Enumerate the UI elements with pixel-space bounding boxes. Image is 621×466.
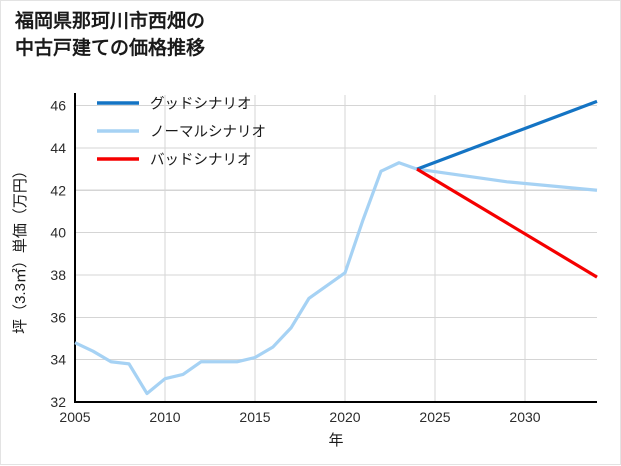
y-tick-label: 34 — [50, 352, 66, 368]
y-tick-label: 46 — [50, 98, 66, 114]
y-tick-label: 38 — [50, 267, 66, 283]
page-title: 福岡県那珂川市西畑の 中古戸建ての価格推移 — [15, 11, 206, 59]
y-tick-label: 44 — [50, 140, 66, 156]
x-tick-label: 2005 — [59, 409, 90, 425]
x-tick-label: 2020 — [329, 409, 360, 425]
y-tick-label: 42 — [50, 182, 66, 198]
legend-label-normal: ノーマルシナリオ — [150, 125, 266, 141]
y-tick-label: 40 — [50, 225, 66, 241]
y-axis-label: 坪（3.3㎡）単価（万円） — [12, 163, 29, 334]
legend-label-bad: バッドシナリオ — [150, 153, 252, 169]
x-tick-label: 2030 — [509, 409, 540, 425]
y-tick-label: 32 — [50, 394, 66, 410]
series-line-グッドシナリオ — [416, 99, 598, 171]
x-tick-label: 2010 — [149, 409, 180, 425]
y-tick-label: 36 — [50, 309, 66, 325]
series-line-ノーマルシナリオ — [74, 161, 598, 396]
x-axis-label: 年 — [328, 432, 343, 449]
x-tick-label: 2025 — [419, 409, 450, 425]
legend-label-good: グッドシナリオ — [150, 96, 252, 113]
series-line-バッドシナリオ — [416, 167, 598, 279]
x-tick-label: 2015 — [239, 409, 270, 425]
